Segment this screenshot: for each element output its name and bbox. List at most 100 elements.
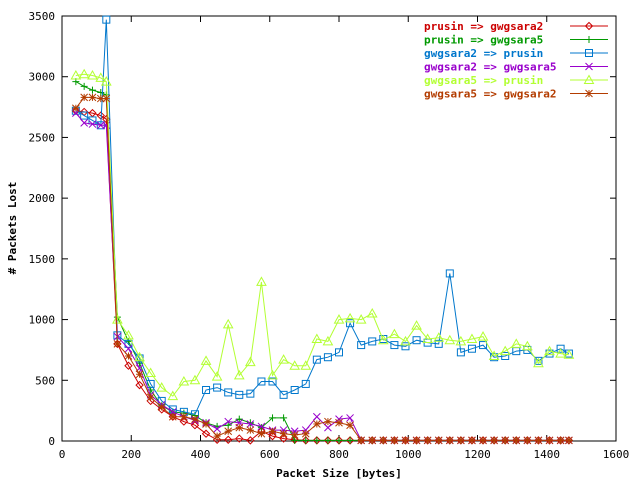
data-point-square <box>301 379 310 388</box>
data-point-star <box>368 436 377 445</box>
data-point-triangle <box>70 69 82 80</box>
legend-label: gwgsara2 => prusin <box>424 47 543 60</box>
data-point-diamond <box>135 380 144 390</box>
data-point-triangle <box>78 68 90 79</box>
data-point-triangle <box>400 335 411 346</box>
data-point-triangle <box>167 390 179 401</box>
y-tick-label: 0 <box>48 435 55 448</box>
data-point-plus <box>324 436 332 444</box>
series-1 <box>71 106 574 445</box>
data-point-triangle <box>411 320 422 330</box>
data-point-star <box>585 89 593 98</box>
data-point-square <box>80 111 89 120</box>
data-point-triangle <box>499 345 511 356</box>
data-point-x <box>213 425 221 433</box>
series-6 <box>71 93 573 445</box>
data-point-square <box>335 348 343 357</box>
data-point-diamond <box>190 421 200 430</box>
data-point-star <box>390 436 399 445</box>
data-point-diamond <box>124 361 133 370</box>
data-point-triangle <box>200 355 212 365</box>
data-point-star <box>534 436 543 445</box>
series-line <box>75 112 569 441</box>
data-point-plus <box>246 419 254 427</box>
data-point-star <box>191 415 199 423</box>
data-point-x <box>324 423 332 432</box>
series-layer <box>70 15 575 445</box>
data-point-square <box>357 341 366 350</box>
data-point-square <box>390 341 399 350</box>
data-point-diamond <box>223 435 233 444</box>
data-point-star <box>157 403 166 411</box>
data-point-square <box>467 344 476 353</box>
series-line <box>75 81 569 441</box>
data-point-star <box>468 436 476 445</box>
data-point-triangle <box>533 357 544 368</box>
data-point-x <box>346 414 354 422</box>
data-point-triangle <box>544 345 555 356</box>
data-point-diamond <box>102 115 111 124</box>
data-point-square <box>290 386 299 394</box>
data-point-square <box>224 388 233 397</box>
data-point-plus <box>88 86 96 94</box>
data-point-triangle <box>311 333 323 343</box>
legend-label: gwgsara5 => prusin <box>424 74 543 87</box>
data-point-plus <box>80 82 88 90</box>
data-point-triangle <box>583 74 595 84</box>
data-point-triangle <box>100 76 112 86</box>
data-point-star <box>565 436 573 445</box>
legend-label: gwgsara2 => gwgsara5 <box>424 61 556 74</box>
data-point-triangle <box>477 331 489 341</box>
data-point-triangle <box>563 349 575 359</box>
series-line <box>75 73 569 397</box>
data-point-star <box>523 436 532 445</box>
x-tick-label: 800 <box>329 448 349 461</box>
data-point-square <box>235 390 244 399</box>
legend-label: gwgsara5 => gwgsara2 <box>424 88 556 101</box>
data-point-x <box>279 426 288 434</box>
data-point-star <box>102 94 111 103</box>
data-point-diamond <box>201 429 211 438</box>
legend-label: prusin => gwgsara5 <box>424 34 543 47</box>
x-tick-label: 0 <box>59 448 66 461</box>
x-tick-label: 1600 <box>603 448 630 461</box>
data-point-triangle <box>211 371 223 381</box>
data-point-star <box>168 412 177 421</box>
data-point-square <box>202 386 211 394</box>
data-point-square <box>268 377 277 386</box>
data-point-star <box>457 436 465 445</box>
data-point-plus <box>269 414 277 422</box>
x-tick-label: 1200 <box>464 448 491 461</box>
data-point-star <box>135 370 144 379</box>
data-point-x <box>312 412 321 421</box>
data-point-star <box>556 436 565 445</box>
y-tick-label: 500 <box>35 374 55 387</box>
data-point-x <box>224 417 233 426</box>
data-point-diamond <box>584 21 594 31</box>
data-point-triangle <box>95 72 107 82</box>
data-point-triangle <box>189 374 201 385</box>
data-point-triangle <box>444 334 456 345</box>
data-point-triangle <box>278 354 289 364</box>
data-point-star <box>71 104 80 113</box>
data-point-star <box>268 427 277 436</box>
data-point-triangle <box>455 335 467 346</box>
data-point-x <box>290 427 299 436</box>
y-tick-label: 3500 <box>29 10 56 23</box>
data-point-star <box>88 93 97 102</box>
data-point-square <box>312 355 321 364</box>
data-point-plus <box>224 421 232 429</box>
data-point-star <box>512 436 521 445</box>
data-point-x <box>88 120 97 128</box>
data-point-triangle <box>366 307 378 318</box>
data-point-triangle <box>300 360 312 370</box>
x-tick-label: 400 <box>191 448 211 461</box>
data-point-star <box>235 423 244 432</box>
data-point-star <box>379 436 388 445</box>
data-point-star <box>80 93 89 102</box>
data-point-square <box>213 383 222 392</box>
data-point-plus <box>585 36 593 43</box>
data-point-star <box>290 431 299 439</box>
